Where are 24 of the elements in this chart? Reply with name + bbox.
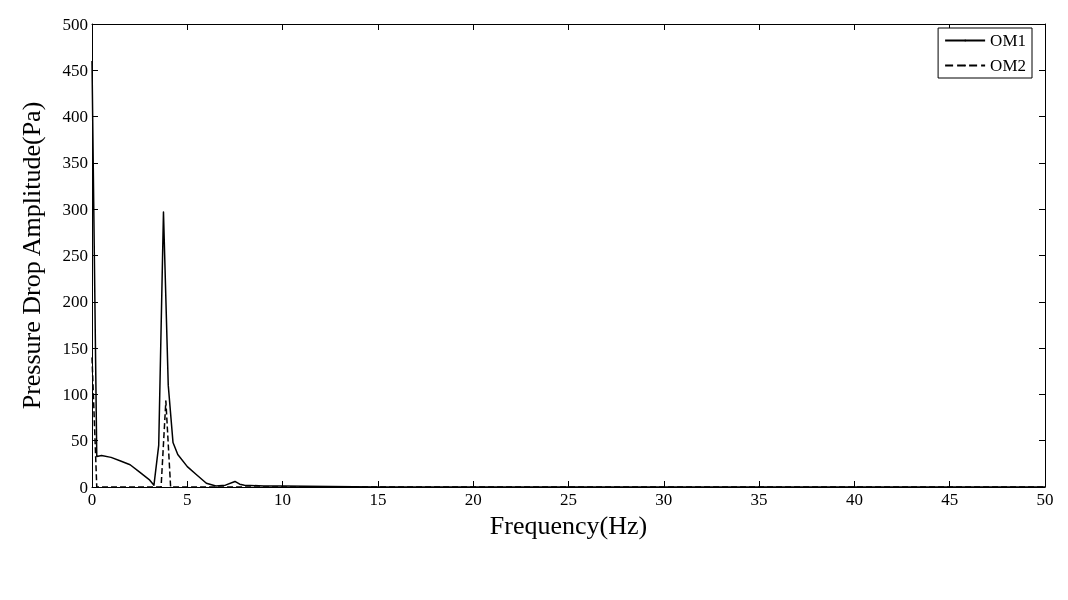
y-tick-label: 200 [62, 292, 88, 312]
y-tick-label: 50 [71, 431, 88, 451]
y-tick-label: 350 [62, 153, 88, 173]
legend-label: OM2 [990, 56, 1027, 75]
legend-label: OM1 [990, 31, 1027, 50]
x-tick-label: 45 [941, 490, 959, 509]
x-axis-title: Frequency(Hz) [489, 511, 648, 541]
y-tick-label: 250 [62, 246, 88, 265]
y-axis-title: Pressure Drop Amplitude(Pa) [16, 101, 46, 410]
x-tick-label: 5 [183, 490, 192, 509]
x-tick-label: 50 [1036, 490, 1054, 509]
y-tick-label: 100 [62, 384, 88, 404]
y-tick-label: 300 [62, 199, 88, 219]
y-tick-label: 450 [62, 60, 88, 80]
x-tick-label: 20 [464, 490, 482, 509]
x-tick-label: 10 [274, 490, 292, 509]
x-tick-label: 25 [560, 490, 577, 509]
x-tick-label: 35 [750, 490, 768, 509]
x-tick-label: 30 [655, 490, 673, 509]
x-tick-label: 15 [369, 490, 387, 509]
y-tick-label: 400 [62, 107, 88, 127]
x-tick-label: 40 [845, 490, 863, 509]
y-tick-label: 150 [62, 338, 88, 358]
y-tick-label: 500 [62, 14, 88, 34]
